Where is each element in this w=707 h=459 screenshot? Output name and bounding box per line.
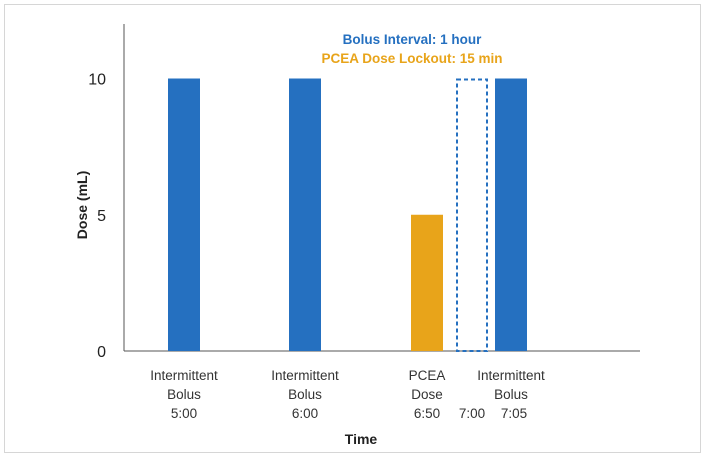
category-label: Bolus [167, 387, 201, 402]
bar [168, 78, 200, 351]
category-label: 7:05 [501, 406, 527, 421]
category-label: Intermittent [477, 368, 545, 383]
axes [123, 24, 640, 352]
category-label: Bolus [494, 387, 528, 402]
category-label: Dose [411, 387, 443, 402]
category-label: 7:00 [459, 406, 485, 421]
annotations: Bolus Interval: 1 hour PCEA Dose Lockout:… [321, 32, 502, 66]
bar [456, 78, 488, 352]
y-tick-labels: 0 5 10 [88, 72, 106, 362]
category-labels: Intermittent Bolus 5:00 Intermittent Bolus 6:… [150, 368, 545, 421]
y-axis-title: Dose (mL) [74, 171, 90, 239]
annotation: Bolus Interval: 1 hour [343, 32, 483, 47]
y-tick-label: 5 [97, 208, 106, 225]
bar [411, 214, 443, 351]
x-axis-title: Time [345, 431, 378, 447]
category-label: 6:50 [414, 406, 440, 421]
category-label: 6:00 [292, 406, 318, 421]
category-label: Bolus [288, 387, 322, 402]
category-label: PCEA [409, 368, 446, 383]
bar [289, 78, 321, 351]
category-label: Intermittent [271, 368, 339, 383]
annotation: PCEA Dose Lockout: 15 min [321, 51, 502, 66]
bar [495, 78, 527, 351]
bars [168, 78, 527, 352]
category-label: Intermittent [150, 368, 218, 383]
chart-frame [4, 4, 701, 453]
y-tick-label: 0 [97, 344, 106, 361]
y-tick-label: 10 [88, 72, 106, 89]
category-label: 5:00 [171, 406, 197, 421]
